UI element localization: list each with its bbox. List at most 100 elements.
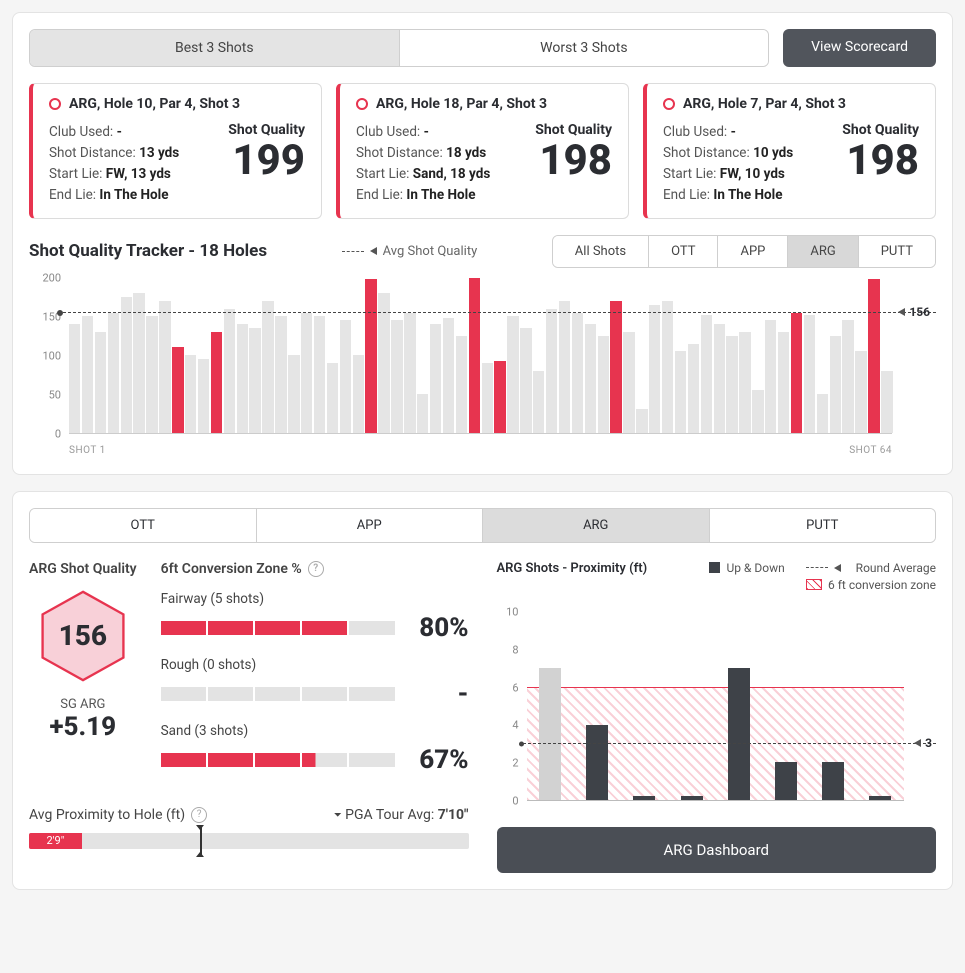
tracker-bar bbox=[688, 344, 699, 433]
prox-bar bbox=[539, 668, 561, 799]
avg-prox-title: Avg Proximity to Hole (ft) bbox=[29, 807, 185, 823]
sg-label: SG ARG bbox=[29, 697, 137, 712]
tracker-bar bbox=[198, 359, 209, 433]
tracker-x-first: SHOT 1 bbox=[69, 445, 106, 456]
conversion-row: Fairway (5 shots) 80% bbox=[161, 591, 469, 643]
tracker-tab-putt[interactable]: PUTT bbox=[859, 236, 935, 267]
help-icon[interactable]: ? bbox=[308, 561, 324, 577]
tracker-tab-arg[interactable]: ARG bbox=[788, 236, 858, 267]
tracker-bar bbox=[469, 278, 480, 432]
tracker-chart: 050100150200 156 SHOT 1 SHOT 64 bbox=[29, 278, 936, 458]
tracker-tabs: All ShotsOTTAPPARGPUTT bbox=[552, 235, 936, 268]
pga-marker-icon: ⏷ bbox=[334, 810, 342, 821]
tracker-bar bbox=[546, 309, 557, 433]
prox-chart-title: ARG Shots - Proximity (ft) bbox=[497, 561, 648, 576]
tab-best-shots[interactable]: Best 3 Shots bbox=[30, 30, 400, 66]
tracker-bar bbox=[817, 394, 828, 433]
tracker-bar bbox=[185, 355, 196, 433]
tracker-bar bbox=[95, 332, 106, 433]
lower-tab-putt[interactable]: PUTT bbox=[710, 509, 936, 542]
shot-card-title: ARG, Hole 10, Par 4, Shot 3 bbox=[69, 96, 240, 112]
prox-bar bbox=[775, 762, 797, 800]
prox-chart: 0246810 3 bbox=[497, 603, 937, 813]
avg-legend: Avg Shot Quality bbox=[342, 244, 478, 259]
conversion-bar bbox=[161, 621, 395, 635]
conversion-row: Sand (3 shots) 67% bbox=[161, 723, 469, 775]
shot-card[interactable]: ARG, Hole 10, Par 4, Shot 3 Club Used: -… bbox=[29, 83, 322, 219]
tracker-bar bbox=[249, 328, 260, 433]
tracker-bar bbox=[391, 320, 402, 432]
prox-bar bbox=[869, 796, 891, 800]
tracker-bar bbox=[69, 324, 80, 433]
tracker-bar bbox=[778, 332, 789, 433]
sq-value: 198 bbox=[842, 138, 919, 184]
ring-icon bbox=[663, 98, 675, 110]
lower-tabs: OTTAPPARGPUTT bbox=[29, 508, 936, 543]
tracker-bar bbox=[830, 336, 841, 433]
tracker-bar bbox=[842, 320, 853, 432]
tracker-bar bbox=[714, 324, 725, 433]
shot-card-title: ARG, Hole 18, Par 4, Shot 3 bbox=[376, 96, 547, 112]
tracker-bar bbox=[314, 316, 325, 432]
shot-meta: Club Used: - Shot Distance: 18 yds Start… bbox=[356, 122, 490, 206]
tracker-bar bbox=[649, 305, 660, 433]
tracker-bar bbox=[146, 316, 157, 432]
pga-label: PGA Tour Avg: bbox=[345, 807, 434, 823]
conversion-row: Rough (0 shots) - bbox=[161, 657, 469, 709]
shot-meta: Club Used: - Shot Distance: 10 yds Start… bbox=[663, 122, 793, 206]
tracker-bar bbox=[211, 332, 222, 433]
tracker-bar bbox=[456, 336, 467, 433]
tracker-bar bbox=[301, 313, 312, 433]
tracker-bar bbox=[662, 301, 673, 433]
tracker-bar bbox=[327, 363, 338, 433]
avg-prox-bar: 2'9" bbox=[29, 833, 469, 849]
view-scorecard-button[interactable]: View Scorecard bbox=[783, 29, 936, 67]
tracker-bar bbox=[275, 316, 286, 432]
shot-cards-row: ARG, Hole 10, Par 4, Shot 3 Club Used: -… bbox=[29, 83, 936, 219]
shot-card[interactable]: ARG, Hole 18, Par 4, Shot 3 Club Used: -… bbox=[336, 83, 629, 219]
tracker-bar bbox=[855, 351, 866, 432]
tracker-bar bbox=[675, 351, 686, 432]
tracker-tab-app[interactable]: APP bbox=[718, 236, 788, 267]
tracker-bar bbox=[353, 355, 364, 433]
arg-quality-title: ARG Shot Quality bbox=[29, 561, 137, 577]
tracker-bar bbox=[404, 313, 415, 433]
tracker-bar bbox=[443, 318, 454, 433]
tracker-bar bbox=[701, 315, 712, 433]
tracker-bar bbox=[108, 313, 119, 433]
tracker-bar bbox=[121, 297, 132, 433]
shot-card[interactable]: ARG, Hole 7, Par 4, Shot 3 Club Used: - … bbox=[643, 83, 936, 219]
sq-value: 198 bbox=[535, 138, 612, 184]
lower-tab-app[interactable]: APP bbox=[257, 509, 484, 542]
tracker-bar bbox=[224, 309, 235, 433]
sq-value: 199 bbox=[228, 138, 305, 184]
tracker-bar bbox=[610, 301, 621, 433]
tracker-tab-ott[interactable]: OTT bbox=[649, 236, 718, 267]
tracker-bar bbox=[340, 320, 351, 432]
prox-bar bbox=[633, 796, 655, 800]
tracker-bar bbox=[791, 313, 802, 433]
tracker-tab-all-shots[interactable]: All Shots bbox=[553, 236, 649, 267]
tracker-bar bbox=[598, 336, 609, 433]
arg-panel: OTTAPPARGPUTT ARG Shot Quality 156 SG AR… bbox=[12, 491, 953, 890]
tracker-bar bbox=[159, 301, 170, 433]
best-worst-segment: Best 3 Shots Worst 3 Shots bbox=[29, 29, 769, 67]
tracker-bar bbox=[133, 293, 144, 433]
conversion-bar bbox=[161, 687, 395, 701]
tracker-bar bbox=[288, 355, 299, 433]
prox-bar bbox=[822, 762, 844, 800]
lower-tab-ott[interactable]: OTT bbox=[30, 509, 257, 542]
tracker-bar bbox=[172, 347, 183, 432]
arg-dashboard-button[interactable]: ARG Dashboard bbox=[497, 827, 937, 873]
help-icon[interactable]: ? bbox=[191, 807, 207, 823]
conversion-pct: 67% bbox=[413, 745, 469, 775]
tab-worst-shots[interactable]: Worst 3 Shots bbox=[400, 30, 769, 66]
conversion-pct: 80% bbox=[413, 613, 469, 643]
lower-tab-arg[interactable]: ARG bbox=[483, 509, 710, 542]
sg-value: +5.19 bbox=[29, 712, 137, 742]
prox-bar bbox=[586, 725, 608, 800]
tracker-bar bbox=[636, 409, 647, 432]
tracker-bar bbox=[417, 394, 428, 433]
tracker-bar bbox=[430, 324, 441, 433]
tracker-bar bbox=[726, 336, 737, 433]
